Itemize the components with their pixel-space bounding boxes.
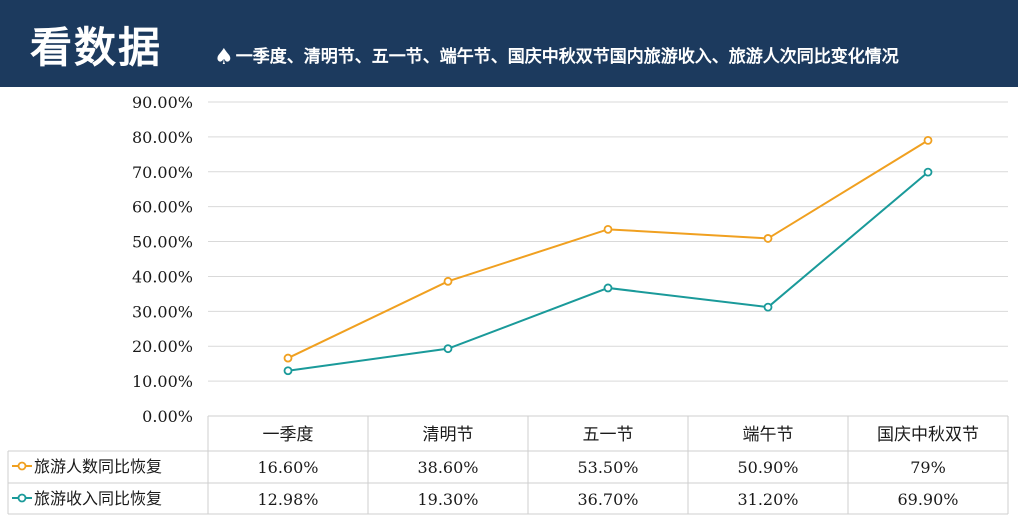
y-tick-label: 40.00%: [132, 267, 193, 286]
y-tick-label: 60.00%: [132, 198, 193, 217]
table-value: 53.50%: [577, 458, 638, 477]
table-value: 50.90%: [737, 458, 798, 477]
y-tick-label: 30.00%: [132, 302, 193, 321]
category-label: 端午节: [743, 425, 794, 445]
data-point: [443, 344, 453, 354]
header-banner: 看数据 ♠ 一季度、清明节、五一节、端午节、国庆中秋双节国内旅游收入、旅游人次同比…: [0, 0, 1018, 87]
category-label: 清明节: [423, 425, 474, 445]
legend-key-marker: [17, 493, 27, 503]
y-tick-label: 0.00%: [142, 407, 193, 426]
category-label: 国庆中秋双节: [877, 425, 979, 445]
data-point: [603, 224, 613, 234]
y-tick-label: 20.00%: [132, 337, 193, 356]
page-title: 看数据: [30, 23, 163, 72]
data-point: [283, 366, 293, 376]
table-value: 12.98%: [257, 490, 318, 509]
y-tick-label: 50.00%: [132, 233, 193, 252]
table-value: 31.20%: [737, 490, 798, 509]
legend-key-marker: [17, 461, 27, 471]
data-point: [763, 234, 773, 243]
spade-icon: ♠: [214, 45, 234, 70]
chart-subtitle-text: 一季度、清明节、五一节、端午节、国庆中秋双节国内旅游收入、旅游人次同比变化情况: [235, 47, 899, 67]
series-line: [287, 171, 929, 372]
table-value: 69.90%: [897, 490, 958, 509]
data-point: [603, 283, 613, 293]
y-tick-label: 90.00%: [132, 93, 193, 112]
data-point: [923, 167, 933, 177]
table-value: 36.70%: [577, 490, 638, 509]
data-point: [923, 135, 933, 145]
y-tick-label: 70.00%: [132, 163, 193, 182]
table-value: 16.60%: [257, 458, 318, 477]
chart-subtitle: ♠ 一季度、清明节、五一节、端午节、国庆中秋双节国内旅游收入、旅游人次同比变化情况: [214, 42, 899, 70]
table-value: 79%: [910, 458, 946, 477]
series-line: [287, 139, 929, 359]
legend-label: 旅游人数同比恢复: [34, 457, 162, 476]
legend-label: 旅游收入同比恢复: [34, 489, 162, 508]
data-point: [763, 302, 773, 312]
data-point: [283, 353, 293, 363]
category-label: 一季度: [263, 425, 314, 445]
data-point: [443, 276, 453, 286]
category-label: 五一节: [583, 425, 634, 445]
y-tick-label: 10.00%: [132, 372, 193, 391]
table-value: 38.60%: [417, 458, 478, 477]
y-tick-label: 80.00%: [132, 128, 193, 147]
table-value: 19.30%: [417, 490, 478, 509]
